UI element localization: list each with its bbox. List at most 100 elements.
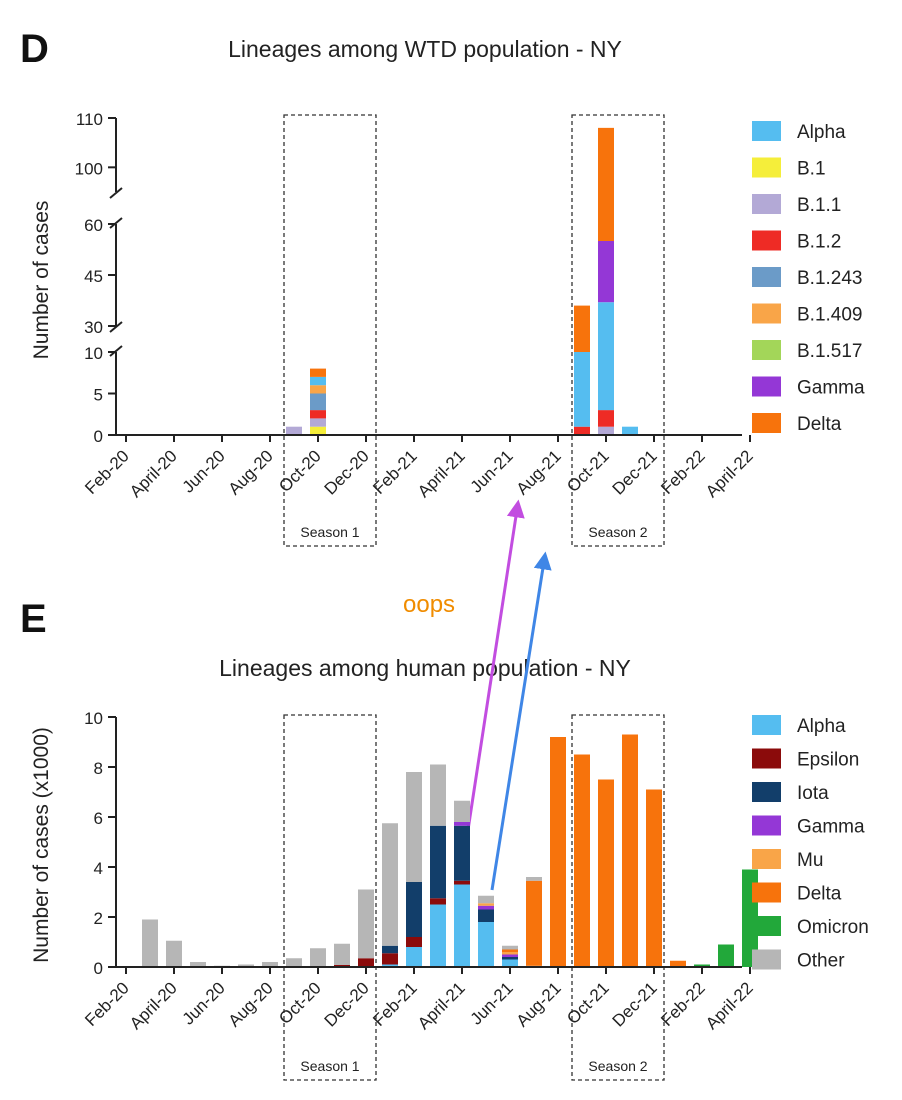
bar-segment: [406, 947, 422, 967]
legend-swatch: [752, 157, 781, 178]
y-tick-label: 6: [94, 809, 103, 828]
bar-segment: [286, 958, 302, 967]
bar-segment: [262, 962, 278, 967]
y-tick-label: 0: [94, 959, 103, 978]
legend-swatch: [752, 949, 781, 970]
legend-label: Omicron: [797, 917, 869, 938]
bar-segment: [598, 241, 614, 303]
chart-d: Season 1 Season 20510304560100110Feb-20Ap…: [75, 110, 865, 547]
season-label: Season 1: [300, 524, 359, 540]
bar-segment: [718, 944, 734, 967]
x-tick-label: Aug-21: [513, 446, 565, 498]
bar-segment: [454, 822, 470, 826]
y-axis-label-d: Number of cases: [30, 201, 53, 360]
bar-segment: [310, 948, 326, 967]
bar-segment: [478, 905, 494, 910]
bar-segment: [598, 302, 614, 411]
bar-segment: [406, 772, 422, 882]
x-tick-label: Feb-20: [81, 446, 133, 498]
panel-label-d: D: [20, 27, 49, 71]
legend-label: Gamma: [797, 817, 865, 838]
y-tick-label: 110: [76, 110, 103, 129]
bar-segment: [310, 368, 326, 377]
y-tick-label: 8: [94, 759, 103, 778]
legend-label: B.1.409: [797, 305, 863, 326]
y-tick-label: 60: [84, 216, 103, 235]
x-tick-label: Jun-21: [467, 446, 517, 496]
season-label: Season 2: [588, 1058, 647, 1074]
x-tick-label: Oct-21: [563, 446, 613, 496]
season-label: Season 1: [300, 1058, 359, 1074]
x-tick-label: Feb-21: [369, 978, 421, 1030]
bar-segment: [334, 943, 350, 965]
bar-segment: [526, 877, 542, 881]
legend-swatch: [752, 916, 781, 936]
x-tick-label: April-20: [126, 978, 181, 1033]
bar-segment: [574, 352, 590, 427]
oops-annotation: oops: [403, 591, 455, 618]
bar-segment: [502, 954, 518, 957]
legend-swatch: [752, 376, 781, 397]
legend-swatch: [752, 340, 781, 360]
bar-segment: [502, 952, 518, 955]
legend-label: Gamma: [797, 378, 865, 399]
bar-segment: [382, 945, 398, 954]
y-tick-label: 100: [75, 159, 103, 178]
x-tick-label: Jun-20: [179, 446, 229, 496]
legend-label: Alpha: [797, 122, 846, 143]
bar-segment: [574, 754, 590, 967]
legend-label: Delta: [797, 414, 842, 435]
bar-segment: [142, 919, 158, 967]
bar-segment: [598, 779, 614, 967]
x-tick-label: April-21: [414, 978, 469, 1033]
x-tick-label: Jun-20: [179, 978, 229, 1028]
bar-segment: [670, 960, 686, 967]
chart-title-e: Lineages among human population - NY: [219, 655, 631, 681]
bar-segment: [622, 426, 638, 435]
bar-segment: [526, 880, 542, 966]
legend-swatch: [752, 882, 781, 903]
x-tick-label: Aug-20: [225, 978, 277, 1030]
season-box: [571, 114, 665, 547]
bar-segment: [646, 789, 662, 967]
blue-arrow: [490, 551, 552, 891]
bar-segment: [286, 426, 302, 435]
x-tick-label: Aug-21: [513, 978, 565, 1030]
x-tick-label: Aug-20: [225, 446, 277, 498]
x-tick-label: April-22: [702, 978, 757, 1033]
legend-swatch: [752, 748, 781, 769]
y-tick-label: 10: [84, 344, 103, 363]
bar-segment: [502, 945, 518, 950]
x-tick-label: Dec-20: [321, 978, 373, 1030]
legend-label: Alpha: [797, 716, 846, 737]
bar-segment: [430, 898, 446, 905]
y-tick-label: 30: [84, 318, 103, 337]
bar-segment: [478, 922, 494, 967]
x-tick-label: April-20: [126, 446, 181, 501]
bar-segment: [310, 376, 326, 386]
bar-segment: [382, 953, 398, 965]
bar-segment: [430, 764, 446, 826]
legend-swatch: [752, 849, 781, 869]
legend-swatch: [752, 815, 781, 836]
legend-swatch: [752, 121, 781, 141]
x-tick-label: Oct-20: [275, 978, 325, 1028]
legend-swatch: [752, 413, 781, 433]
bar-segment: [454, 884, 470, 967]
legend-swatch: [752, 230, 781, 251]
bar-segment: [598, 426, 614, 435]
bar-segment: [310, 410, 326, 419]
bar-segment: [598, 127, 614, 241]
y-axis-break: [109, 187, 123, 199]
legend-label: B.1.2: [797, 232, 841, 253]
bar-segment: [694, 964, 710, 967]
legend-label: Delta: [797, 884, 842, 905]
bar-segment: [478, 903, 494, 906]
chart-e: Season 1 Season 20246810Feb-20April-20Jun…: [81, 709, 869, 1081]
legend-swatch: [752, 303, 781, 324]
season-box: [283, 714, 377, 1081]
bar-segment: [382, 823, 398, 946]
bar-segment: [358, 889, 374, 959]
bar-segment: [406, 882, 422, 937]
